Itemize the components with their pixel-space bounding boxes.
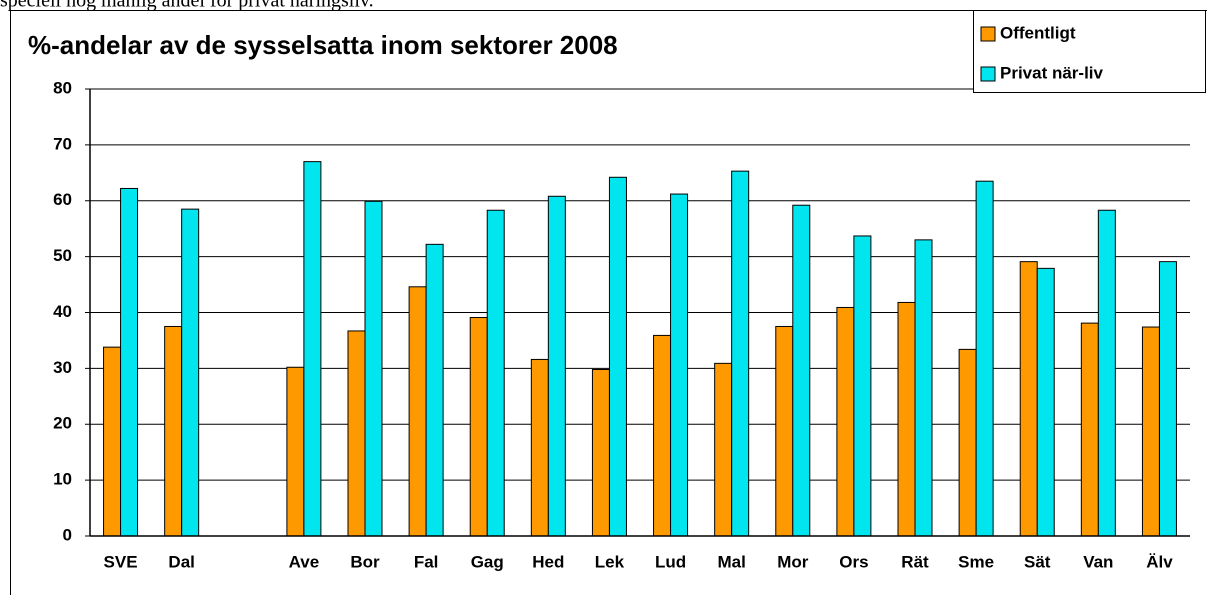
y-tick-label: 50 — [53, 246, 72, 265]
bar — [103, 346, 122, 537]
bar — [897, 301, 916, 537]
legend-label: Offentligt — [1000, 23, 1076, 42]
bar — [1158, 261, 1177, 537]
y-tick-label: 10 — [53, 470, 72, 489]
bar — [853, 235, 872, 537]
bar — [975, 180, 994, 537]
bar — [714, 362, 733, 537]
bar — [591, 368, 610, 537]
bar — [120, 187, 139, 537]
bar — [425, 243, 444, 537]
bar — [1097, 209, 1116, 537]
x-tick-label: Dal — [168, 552, 194, 571]
bar — [286, 366, 305, 537]
x-tick-label: Van — [1083, 552, 1113, 571]
bar — [775, 325, 794, 537]
bar — [731, 170, 750, 537]
x-tick-label: Ors — [839, 552, 868, 571]
bar — [364, 200, 383, 537]
x-tick-label: Sme — [958, 552, 994, 571]
bar — [547, 195, 566, 537]
x-tick-label: Lud — [655, 552, 686, 571]
bar — [1019, 261, 1038, 537]
note: speciell hög manlig andel för privat när… — [0, 0, 374, 12]
x-tick-label: Bor — [350, 552, 380, 571]
x-tick-label: Hed — [532, 552, 564, 571]
bar — [486, 209, 505, 537]
bar — [608, 176, 627, 537]
bar — [670, 193, 689, 537]
x-tick-label: Rät — [901, 552, 929, 571]
bar — [958, 348, 977, 537]
x-tick-label: Ave — [289, 552, 320, 571]
x-tick-label: Mor — [777, 552, 809, 571]
y-tick-label: 20 — [53, 414, 72, 433]
bar — [653, 334, 672, 537]
bar — [469, 317, 488, 537]
legend-swatch — [980, 66, 996, 82]
y-tick-label: 30 — [53, 358, 72, 377]
bar — [1080, 322, 1099, 537]
bar — [181, 208, 200, 537]
bar — [408, 286, 427, 537]
legend-label: Privat när-liv — [1000, 63, 1104, 82]
bar — [914, 239, 933, 537]
bar — [836, 306, 855, 537]
x-tick-label: SVE — [104, 552, 138, 571]
bar — [164, 325, 183, 537]
y-tick-label: 40 — [53, 302, 72, 321]
bar — [303, 161, 322, 537]
x-tick-label: Sät — [1024, 552, 1051, 571]
bar — [530, 358, 549, 537]
legend-box — [973, 10, 1206, 93]
bar — [1141, 326, 1160, 537]
x-tick-label: Älv — [1146, 552, 1173, 571]
y-tick-label: 70 — [53, 134, 72, 153]
bar — [347, 330, 366, 537]
x-tick-label: Fal — [414, 552, 439, 571]
x-tick-label: Gag — [471, 552, 504, 571]
bar — [792, 204, 811, 537]
legend-swatch — [980, 26, 996, 42]
y-tick-label: 0 — [63, 525, 72, 544]
chart-title: %-andelar av de sysselsatta inom sektore… — [28, 30, 618, 60]
y-tick-label: 80 — [53, 78, 72, 97]
y-tick-label: 60 — [53, 190, 72, 209]
bar — [1036, 267, 1055, 537]
x-tick-label: Lek — [595, 552, 625, 571]
x-tick-label: Mal — [717, 552, 745, 571]
